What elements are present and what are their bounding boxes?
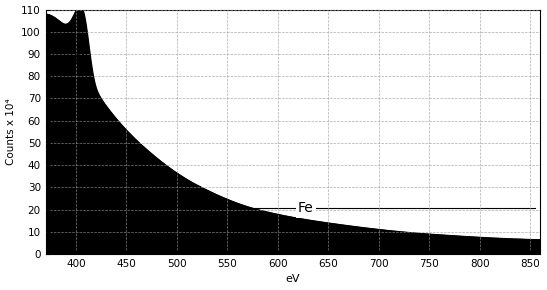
- X-axis label: eV: eV: [286, 274, 300, 284]
- Y-axis label: Counts x 10⁴: Counts x 10⁴: [5, 99, 15, 165]
- Text: N: N: [75, 53, 85, 67]
- Text: Fe: Fe: [298, 202, 314, 215]
